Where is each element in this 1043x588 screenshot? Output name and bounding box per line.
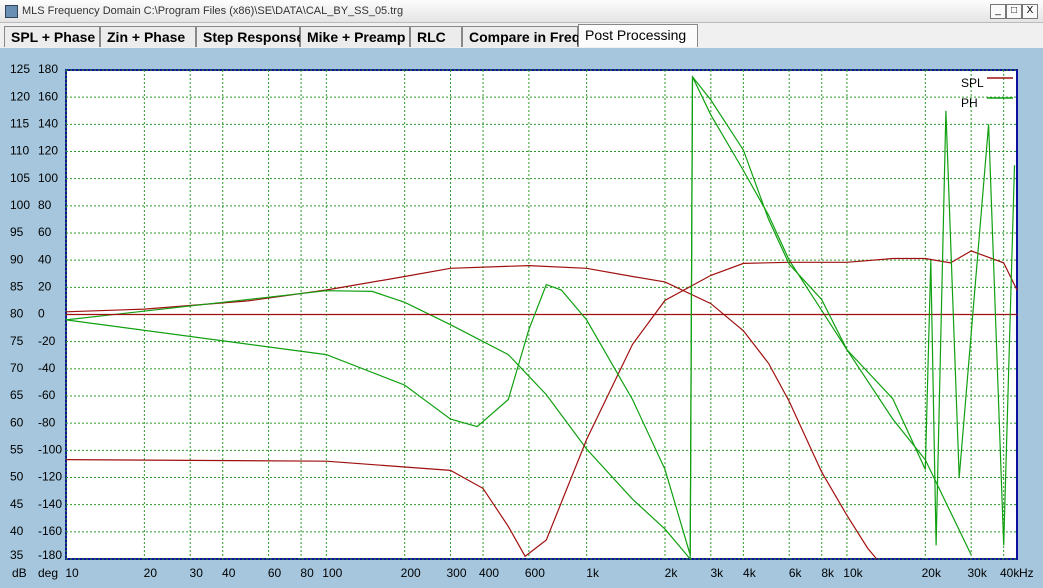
y2-tick-label: -180: [38, 548, 62, 562]
x-tick-label: 2k: [665, 566, 679, 580]
x-tick-label: 4k: [743, 566, 757, 580]
y-tick-label: 40: [10, 524, 24, 538]
y2-tick-label: -60: [38, 388, 56, 402]
y-tick-label: 100: [10, 198, 30, 212]
x-tick-label: 300: [447, 566, 467, 580]
y-tick-label: 60: [10, 415, 24, 429]
y2-tick-label: -20: [38, 334, 56, 348]
y-tick-label: 35: [10, 548, 24, 562]
y-tick-label: 70: [10, 361, 24, 375]
tab[interactable]: Step Response: [196, 26, 304, 47]
x-tick-label: 40k: [1000, 566, 1020, 580]
y2-tick-label: 0: [38, 307, 45, 321]
y-tick-label: 110: [10, 144, 29, 158]
x-tick-label: 10: [65, 566, 79, 580]
legend-label: SPL: [961, 76, 984, 90]
y-tick-label: 45: [10, 497, 24, 511]
x-tick-label: 20k: [922, 566, 942, 580]
x-tick-label: 200: [401, 566, 421, 580]
y2-tick-label: 100: [38, 171, 58, 185]
y-tick-label: 85: [10, 280, 24, 294]
y-tick-label: 95: [10, 225, 24, 239]
x-tick-label: 80: [300, 566, 314, 580]
data-line: [65, 76, 972, 561]
tab[interactable]: Compare in Freq: [462, 26, 580, 47]
y-tick-label: 120: [10, 89, 30, 103]
x-tick-label: 8k: [821, 566, 835, 580]
y-tick-label: 115: [10, 117, 29, 131]
tab[interactable]: Post Processing: [578, 24, 698, 47]
y-tick-label: 90: [10, 252, 24, 266]
tab[interactable]: RLC: [410, 26, 462, 47]
x-tick-label: 6k: [789, 566, 803, 580]
app-icon: [5, 5, 18, 18]
x-tick-label: 600: [525, 566, 545, 580]
y2-tick-label: -40: [38, 361, 56, 375]
data-line: [65, 75, 1016, 556]
y2-tick-label: -160: [38, 524, 62, 538]
y2-tick-label: -100: [38, 443, 62, 457]
legend-label: PH: [961, 96, 978, 110]
x-tick-label: 30: [190, 566, 204, 580]
x-tick-label: 20: [144, 566, 158, 580]
y2-tick-label: 20: [38, 280, 52, 294]
y2-tick-label: -140: [38, 497, 62, 511]
y-tick-label: 65: [10, 388, 24, 402]
y2-tick-label: 140: [38, 117, 58, 131]
tab[interactable]: Mike + Preamp: [300, 26, 410, 47]
window-title: MLS Frequency Domain C:\Program Files (x…: [22, 5, 404, 17]
close-button[interactable]: X: [1022, 4, 1038, 19]
minimize-button[interactable]: _: [990, 4, 1006, 19]
y2-tick-label: -120: [38, 470, 62, 484]
x-tick-label: 30k: [967, 566, 987, 580]
y2-tick-label: 80: [38, 198, 52, 212]
y-tick-label: 125: [10, 62, 30, 76]
x-axis-label: Hz: [1019, 566, 1034, 580]
x-tick-label: 1k: [586, 566, 600, 580]
x-tick-label: 3k: [710, 566, 724, 580]
tab[interactable]: SPL + Phase: [4, 26, 100, 47]
x-tick-label: 40: [222, 566, 236, 580]
maximize-button[interactable]: □: [1006, 4, 1022, 19]
data-line: [65, 250, 1018, 558]
y-tick-label: 50: [10, 470, 24, 484]
y-tick-label: 55: [10, 443, 24, 457]
x-tick-label: 10k: [843, 566, 863, 580]
y-tick-label: 75: [10, 334, 24, 348]
y2-tick-label: 160: [38, 89, 58, 103]
y-axis-label: dB: [12, 566, 27, 580]
x-tick-label: 60: [268, 566, 282, 580]
y-tick-label: 105: [10, 171, 30, 185]
y2-tick-label: 40: [38, 252, 52, 266]
x-tick-label: 400: [479, 566, 499, 580]
y-tick-label: 80: [10, 307, 24, 321]
y2-tick-label: 180: [38, 62, 58, 76]
y2-tick-label: -80: [38, 415, 56, 429]
tab[interactable]: Zin + Phase: [100, 26, 196, 47]
y2-axis-label: deg: [38, 566, 58, 580]
x-tick-label: 100: [322, 566, 342, 580]
y2-tick-label: 120: [38, 144, 58, 158]
y2-tick-label: 60: [38, 225, 52, 239]
title-bar: MLS Frequency Domain C:\Program Files (x…: [0, 0, 1043, 23]
